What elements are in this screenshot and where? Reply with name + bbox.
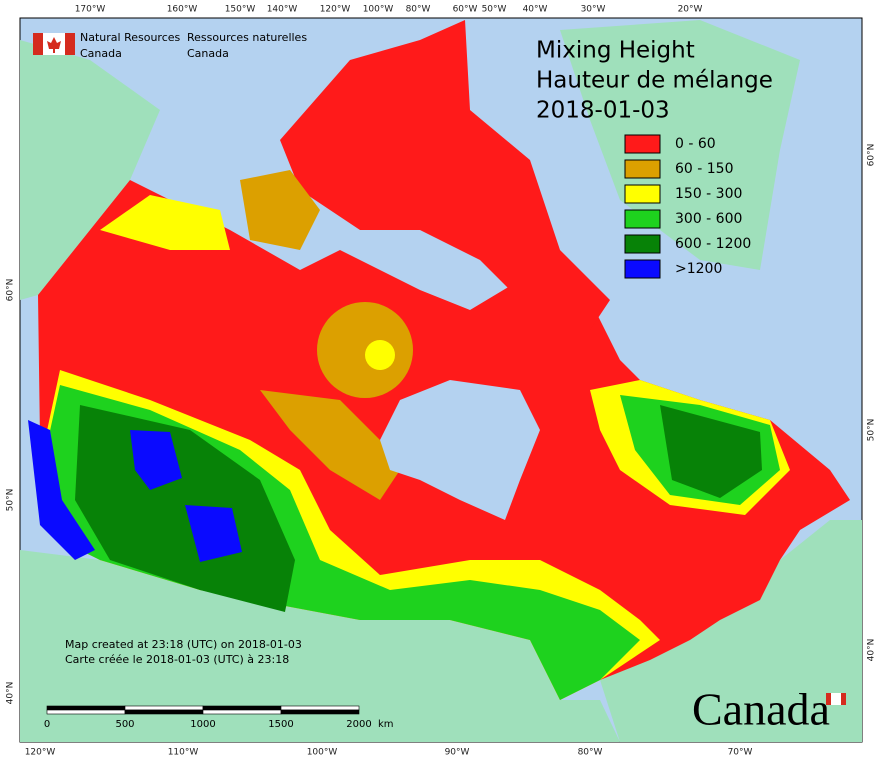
- scale-bar-segment: [202, 705, 282, 711]
- title-line: Hauteur de mélange: [536, 68, 773, 94]
- legend-label: >1200: [675, 261, 722, 277]
- maple-leaf: [47, 37, 61, 53]
- zone-blue-coast: [28, 420, 95, 560]
- longitude-label: 100°W: [363, 5, 394, 15]
- latitude-label: 40°N: [867, 639, 877, 662]
- longitude-label: 100°W: [307, 748, 338, 758]
- longitude-label: 160°W: [167, 5, 198, 15]
- map-note: Map created at 23:18 (UTC) on 2018-01-03: [65, 638, 302, 651]
- legend-swatch: [624, 234, 661, 254]
- flag-band: [65, 33, 75, 55]
- hudson-bay: [380, 380, 540, 520]
- longitude-label: 50°W: [482, 5, 507, 15]
- title-line: 2018-01-03: [536, 98, 670, 124]
- wordmark: Canada: [692, 684, 830, 735]
- title-line: Mixing Height: [536, 38, 695, 64]
- logo-text-en: Canada: [80, 47, 122, 60]
- legend-label: 150 - 300: [675, 186, 742, 202]
- scale-bar-segment: [202, 709, 282, 715]
- scale-bar-segment: [124, 705, 204, 711]
- longitude-label: 80°W: [578, 748, 603, 758]
- scale-label: 500: [115, 719, 134, 730]
- longitude-label: 30°W: [581, 5, 606, 15]
- flag-band: [33, 33, 43, 55]
- latitude-label: 50°N: [867, 419, 877, 442]
- legend-swatch: [624, 134, 661, 154]
- longitude-label: 150°W: [225, 5, 256, 15]
- legend-swatch: [624, 159, 661, 179]
- logo-text-fr: Canada: [187, 47, 229, 60]
- longitude-label: 110°W: [168, 748, 199, 758]
- zone-orange-keewatin: [317, 302, 413, 398]
- greenland: [560, 20, 800, 270]
- legend-swatch: [624, 209, 661, 229]
- alaska: [20, 40, 160, 300]
- scale-bar-segment: [280, 709, 360, 715]
- latitude-label: 60°N: [867, 144, 877, 167]
- longitude-label: 120°W: [320, 5, 351, 15]
- zone-orange-central: [260, 390, 400, 500]
- scale-bar-segment: [46, 705, 126, 711]
- latitude-label: 60°N: [6, 279, 16, 302]
- zone-yellow-north: [100, 195, 230, 250]
- united-states: [20, 550, 620, 742]
- longitude-label: 20°W: [678, 5, 703, 15]
- us-northeast: [600, 520, 862, 742]
- longitude-label: 170°W: [75, 5, 106, 15]
- arctic-islands: [280, 20, 610, 330]
- scale-label: 2000: [346, 719, 371, 730]
- logo-text-en: Natural Resources: [80, 31, 181, 44]
- zone-blue-2: [185, 505, 242, 562]
- map-note: Carte créée le 2018-01-03 (UTC) à 23:18: [65, 653, 289, 666]
- latitude-label: 50°N: [6, 489, 16, 512]
- scale-label: 1000: [190, 719, 215, 730]
- zone-darkgreen: [75, 405, 295, 612]
- longitude-label: 90°W: [445, 748, 470, 758]
- longitude-label: 140°W: [267, 5, 298, 15]
- zone-blue-1: [130, 430, 182, 490]
- legend-label: 600 - 1200: [675, 236, 751, 252]
- legend-label: 0 - 60: [675, 136, 716, 152]
- legend-label: 60 - 150: [675, 161, 734, 177]
- zone-yellow-spot: [365, 340, 395, 370]
- longitude-label: 60°W: [453, 5, 478, 15]
- logo-text-fr: Ressources naturelles: [187, 31, 307, 44]
- logo: [33, 33, 75, 55]
- longitude-label: 80°W: [406, 5, 431, 15]
- zone-orange-north: [240, 170, 320, 250]
- scale-bar-segment: [124, 709, 204, 715]
- scale-label: 1500: [268, 719, 293, 730]
- zone-darkgreen-east: [660, 405, 762, 498]
- latitude-label: 40°N: [6, 682, 16, 705]
- legend-swatch: [624, 259, 661, 279]
- scale-bar-segment: [46, 709, 126, 715]
- wordmark-flag-field: [831, 693, 841, 705]
- land: [20, 20, 862, 742]
- scale-label: 0: [44, 719, 50, 730]
- mixing-height-field: [28, 20, 850, 700]
- longitude-label: 120°W: [25, 748, 56, 758]
- scale-unit: km: [378, 719, 394, 730]
- longitude-label: 70°W: [728, 748, 753, 758]
- legend-swatch: [624, 184, 661, 204]
- legend-label: 300 - 600: [675, 211, 742, 227]
- scale-bar-segment: [280, 705, 360, 711]
- longitude-label: 40°W: [523, 5, 548, 15]
